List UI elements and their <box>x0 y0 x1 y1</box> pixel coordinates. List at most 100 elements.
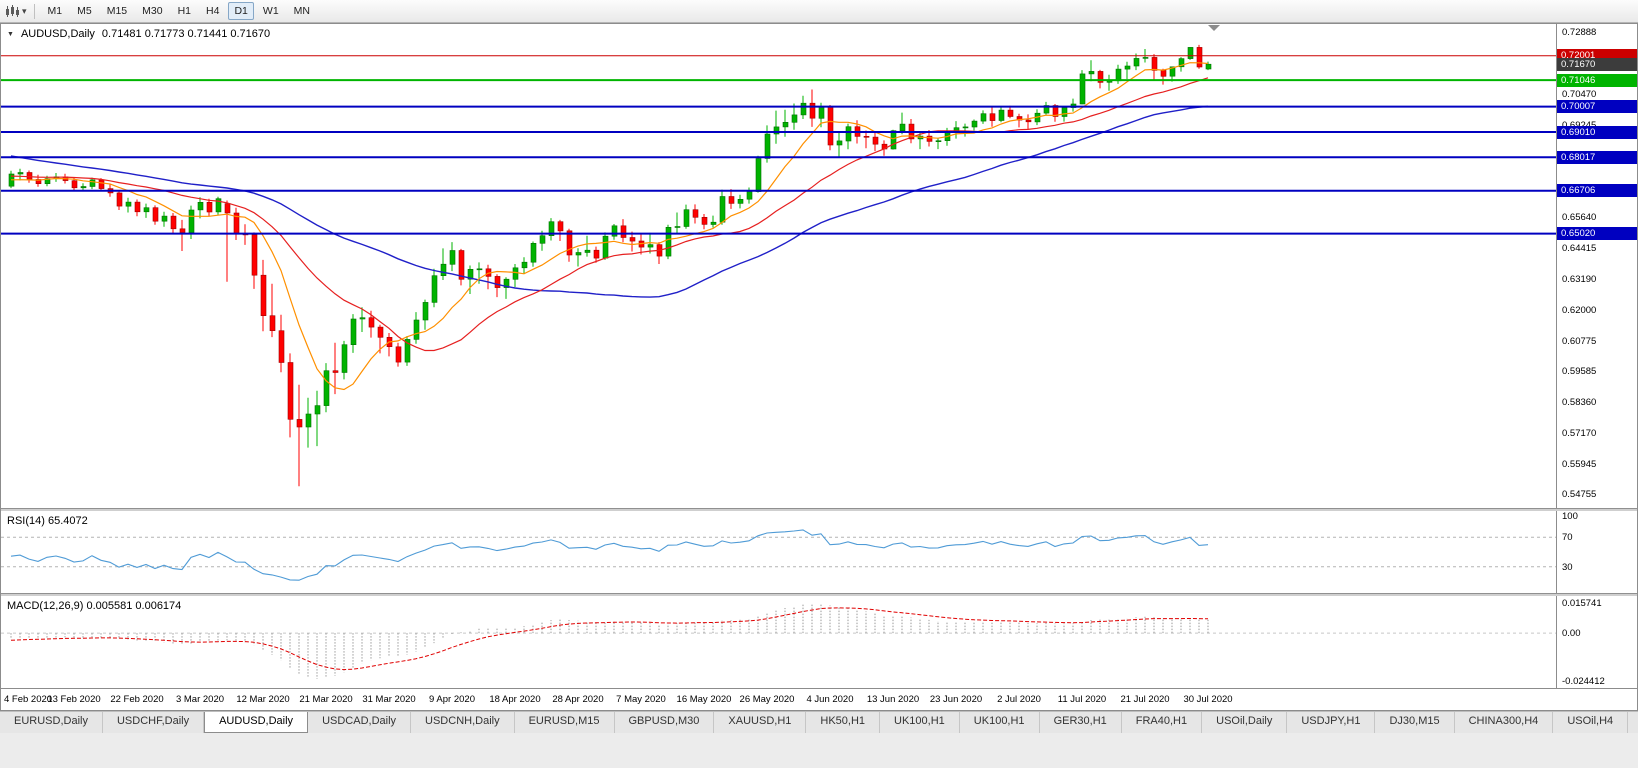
price-axis[interactable]: 0.728880.704700.692450.656400.644150.631… <box>1556 24 1637 508</box>
price-tick: 0.54755 <box>1562 489 1597 501</box>
price-tick: 0.60775 <box>1562 335 1597 347</box>
chart-symbol-period: AUDUSD,Daily <box>20 28 95 40</box>
time-tick: 7 May 2020 <box>616 694 666 705</box>
chart-window: ▼ AUDUSD,Daily 0.71481 0.71773 0.71441 0… <box>0 23 1638 711</box>
macd-axis[interactable]: 0.015741 0.00 -0.024412 <box>1556 596 1637 688</box>
time-tick: 11 Jul 2020 <box>1057 694 1107 705</box>
time-tick: 16 May 2020 <box>676 694 732 705</box>
rsi-header: RSI(14) 65.4072 <box>7 515 88 527</box>
chart-toolbar: ▾ M1 M5 M15 M30 H1 H4 D1 W1 MN <box>0 0 1638 23</box>
price-panel: ▼ AUDUSD,Daily 0.71481 0.71773 0.71441 0… <box>1 24 1637 508</box>
price-tick: 0.62000 <box>1562 304 1597 316</box>
time-tick: 13 Jun 2020 <box>866 694 920 705</box>
time-tick: 21 Mar 2020 <box>299 694 353 705</box>
time-tick: 21 Jul 2020 <box>1120 694 1170 705</box>
time-tick: 3 Mar 2020 <box>175 694 225 705</box>
chart-tab-ger30-h1[interactable]: GER30,H1 <box>1040 712 1122 733</box>
chart-tab-usdjpy-h1[interactable]: USDJPY,H1 <box>1287 712 1376 733</box>
price-tick: 0.58360 <box>1562 397 1597 409</box>
collapse-icon[interactable]: ▼ <box>7 30 14 38</box>
price-tick: 0.64415 <box>1562 243 1597 255</box>
rsi-panel: RSI(14) 65.4072 100 70 30 <box>1 511 1637 593</box>
time-tick: 4 Feb 2020 <box>4 694 53 705</box>
timeframe-button-h4[interactable]: H4 <box>206 5 220 17</box>
time-tick: 12 Mar 2020 <box>236 694 290 705</box>
price-tick: 0.65640 <box>1562 211 1597 223</box>
time-tick: 22 Feb 2020 <box>110 694 164 705</box>
price-level-badge: 0.70007 <box>1557 100 1637 114</box>
timeframe-button-d1[interactable]: D1 <box>228 2 254 20</box>
time-tick: 4 Jun 2020 <box>806 694 854 705</box>
price-tick: 0.57170 <box>1562 427 1597 439</box>
price-level-badge: 0.71046 <box>1557 73 1637 87</box>
chart-tab-uk100-h1[interactable]: UK100,H1 <box>880 712 960 733</box>
chart-tab-fra40-h1[interactable]: FRA40,H1 <box>1122 712 1203 733</box>
price-tick: 0.70470 <box>1562 88 1597 100</box>
timeframe-button-m15[interactable]: M15 <box>106 5 128 17</box>
price-level-badge: 0.69010 <box>1557 125 1637 139</box>
rsi-tick: 100 <box>1562 511 1578 522</box>
macd-panel: MACD(12,26,9) 0.005581 0.006174 0.015741… <box>1 596 1637 688</box>
time-tick: 30 Jul 2020 <box>1183 694 1233 705</box>
chart-tab-eurusd-daily[interactable]: EURUSD,Daily <box>0 712 103 733</box>
chart-tab-dj30-m15[interactable]: DJ30,M15 <box>1375 712 1455 733</box>
price-level-badge: 0.68017 <box>1557 150 1637 164</box>
chart-type-icon[interactable] <box>5 4 20 18</box>
chart-ohlc: 0.71481 0.71773 0.71441 0.71670 <box>101 28 271 40</box>
chart-tab-china300-h4[interactable]: CHINA300,H4 <box>1455 712 1554 733</box>
time-tick: 26 May 2020 <box>739 694 795 705</box>
chart-tab-hk50-h1[interactable]: HK50,H1 <box>806 712 881 733</box>
rsi-tick: 30 <box>1562 561 1573 573</box>
timeframe-buttons: M1 M5 M15 M30 H1 H4 D1 W1 MN <box>42 2 316 20</box>
toolbar-separator <box>33 3 35 19</box>
timeframe-button-h1[interactable]: H1 <box>177 5 192 17</box>
bottom-filler <box>0 733 1638 768</box>
timeframe-button-m30[interactable]: M30 <box>142 5 163 17</box>
chart-tab-xauusd-h1[interactable]: XAUUSD,H1 <box>714 712 807 733</box>
time-tick: 28 Apr 2020 <box>552 694 604 705</box>
chart-tab-gbpusd-m30[interactable]: GBPUSD,M30 <box>615 712 715 733</box>
time-tick: 18 Apr 2020 <box>489 694 541 705</box>
time-tick: 2 Jul 2020 <box>997 694 1041 705</box>
chart-tab-usdcad-daily[interactable]: USDCAD,Daily <box>308 712 412 733</box>
timeframe-button-m1[interactable]: M1 <box>47 5 63 17</box>
price-tick: 0.72888 <box>1562 27 1597 39</box>
macd-plot[interactable] <box>1 596 1556 688</box>
chart-tab-eurusd-m15[interactable]: EURUSD,M15 <box>515 712 615 733</box>
rsi-axis[interactable]: 100 70 30 <box>1556 511 1637 593</box>
time-tick: 23 Jun 2020 <box>929 694 983 705</box>
time-tick: 13 Feb 2020 <box>47 694 101 705</box>
panel-splitter-macd[interactable] <box>1 593 1637 596</box>
price-level-badge: 0.66706 <box>1557 184 1637 198</box>
chart-type-icon-glyph <box>6 4 19 17</box>
price-tick: 0.59585 <box>1562 366 1597 378</box>
chart-header: ▼ AUDUSD,Daily 0.71481 0.71773 0.71441 0… <box>7 28 270 40</box>
macd-header: MACD(12,26,9) 0.005581 0.006174 <box>7 600 182 612</box>
price-chart-plot[interactable] <box>1 24 1556 508</box>
macd-tick: -0.024412 <box>1562 676 1605 687</box>
rsi-plot[interactable] <box>1 511 1556 593</box>
time-tick: 9 Apr 2020 <box>429 694 475 705</box>
chart-tab-usoil-h4[interactable]: USOil,H4 <box>1553 712 1629 733</box>
toolbar-dropdown-icon[interactable]: ▾ <box>22 5 27 16</box>
chart-tab-bar: EURUSD,Daily USDCHF,Daily AUDUSD,Daily USDC… <box>0 711 1638 733</box>
chart-tab-usoil-daily[interactable]: USOil,Daily <box>1202 712 1288 733</box>
timeframe-button-mn[interactable]: MN <box>293 5 310 17</box>
timeframe-button-m5[interactable]: M5 <box>77 5 92 17</box>
time-axis[interactable]: 4 Feb 2020 13 Feb 2020 22 Feb 2020 3 Mar 20… <box>1 688 1637 710</box>
chart-tab-uk100-h1[interactable]: UK100,H1 <box>960 712 1040 733</box>
panel-splitter-rsi[interactable] <box>1 508 1637 511</box>
time-tick: 31 Mar 2020 <box>362 694 416 705</box>
chart-tab-usdcnh-daily[interactable]: USDCNH,Daily <box>411 712 515 733</box>
timeframe-button-w1[interactable]: W1 <box>262 5 279 17</box>
macd-tick: 0.015741 <box>1562 598 1602 609</box>
price-tick: 0.63190 <box>1562 274 1597 286</box>
price-level-badge: 0.71670 <box>1557 57 1637 71</box>
chart-tab-audusd-daily[interactable]: AUDUSD,Daily <box>204 712 309 733</box>
chart-tab-usdchf-daily[interactable]: USDCHF,Daily <box>103 712 205 733</box>
price-level-badge: 0.65020 <box>1557 227 1637 241</box>
rsi-tick: 70 <box>1562 532 1573 544</box>
price-tick: 0.55945 <box>1562 458 1597 470</box>
macd-tick: 0.00 <box>1562 628 1581 640</box>
